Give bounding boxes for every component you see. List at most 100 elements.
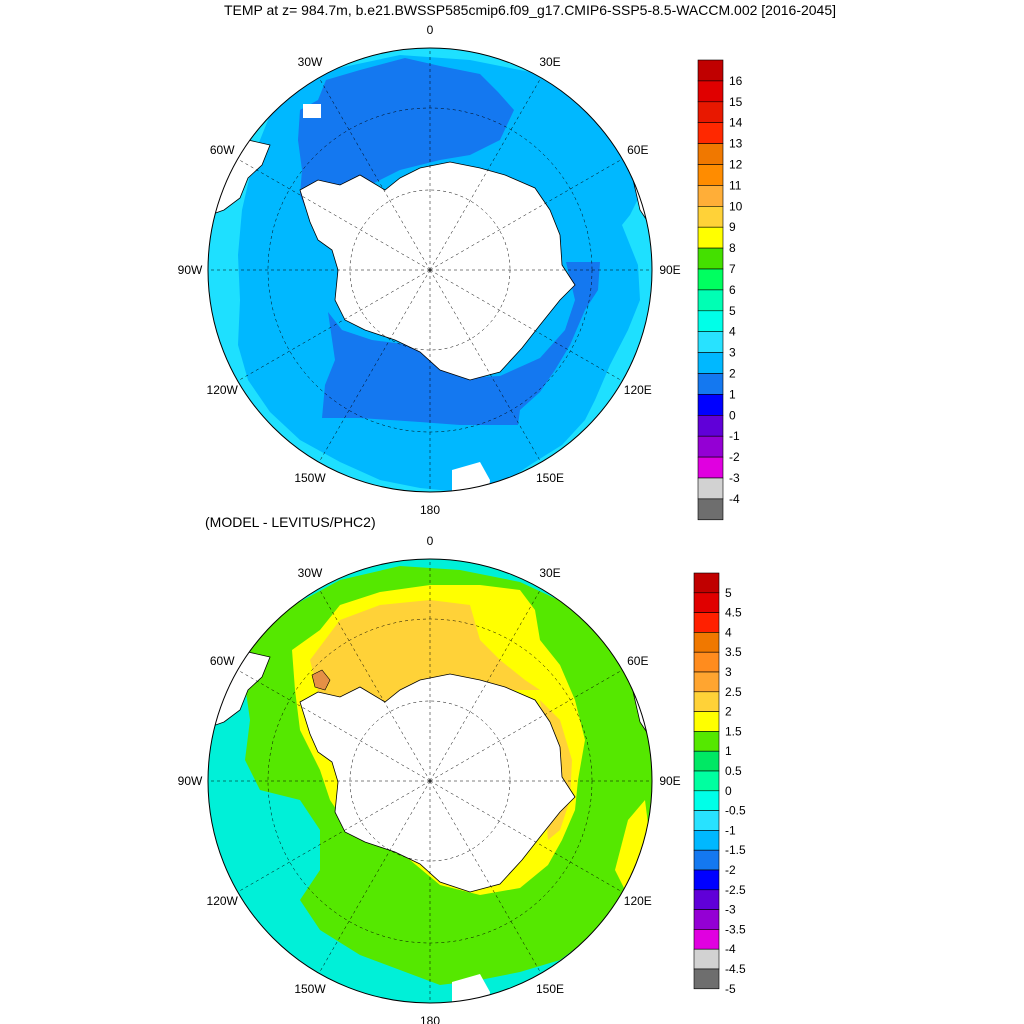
- colorbar-tick-label: -5: [725, 982, 736, 996]
- colorbar-swatch: [693, 612, 720, 633]
- colorbar-tick-label: -3: [729, 471, 740, 485]
- colorbar-tick-label: 3.5: [725, 645, 742, 659]
- longitude-label: 120E: [624, 894, 652, 908]
- longitude-label: 150E: [536, 982, 564, 996]
- longitude-label: 60W: [210, 654, 235, 668]
- colorbar-swatch: [693, 830, 720, 851]
- longitude-label: 150W: [294, 982, 326, 996]
- colorbar-swatch: [697, 394, 724, 416]
- colorbar-swatch: [697, 498, 724, 521]
- colorbar-swatch: [697, 122, 724, 144]
- colorbar-swatch: [693, 948, 720, 970]
- colorbar-tick-label: 4: [725, 625, 732, 639]
- colorbar-swatch: [697, 310, 724, 332]
- longitude-label: 30E: [539, 55, 560, 69]
- colorbar-tick-label: -4: [725, 942, 736, 956]
- colorbar-tick-label: 12: [729, 158, 743, 172]
- colorbar-swatch: [697, 352, 724, 374]
- colorbar-swatch: [697, 477, 724, 500]
- longitude-label: 180: [420, 503, 440, 517]
- colorbar-tick-label: 5: [729, 304, 736, 318]
- longitude-label: 90W: [178, 263, 203, 277]
- longitude-label: 60E: [627, 654, 648, 668]
- bottom-map-border: [207, 558, 653, 1004]
- bottom-colorbar: 5 4.5 4 3.5 3 2.5 2 1.5 1 0.5 0 -0.5 -1 -1.5 -2 -2.5 -3 -…: [693, 572, 746, 996]
- longitude-label: 60W: [210, 143, 235, 157]
- bottom-hot-spot: [311, 669, 331, 691]
- colorbar-tick-label: -2: [725, 863, 736, 877]
- colorbar-tick-label: 0.5: [725, 764, 742, 778]
- colorbar-tick-label: 4.5: [725, 606, 742, 620]
- colorbar-swatch: [697, 59, 724, 82]
- colorbar-tick-label: -2: [729, 450, 740, 464]
- difference-subtitle: (MODEL - LEVITUS/PHC2): [205, 514, 376, 530]
- longitude-label: 180: [420, 1014, 440, 1024]
- colorbar-tick-label: 2.5: [725, 685, 742, 699]
- colorbar-tick-label: -3: [725, 903, 736, 917]
- colorbar-swatch: [693, 592, 720, 613]
- colorbar-swatch: [693, 869, 720, 891]
- colorbar-swatch: [697, 456, 724, 479]
- colorbar-swatch: [693, 711, 720, 732]
- colorbar-tick-label: 3: [725, 665, 732, 679]
- top-polar-map: 0 30E 60E 90E 120E 150E 180 150W 120W 90W 60W 30W: [178, 23, 681, 517]
- longitude-label: 0: [427, 23, 434, 37]
- colorbar-tick-label: -1: [729, 429, 740, 443]
- colorbar-tick-label: 0: [729, 408, 736, 422]
- top-antarctica: [299, 161, 576, 381]
- colorbar-swatch: [697, 80, 724, 103]
- colorbar-tick-label: -0.5: [725, 804, 746, 818]
- longitude-label: 0: [427, 534, 434, 548]
- colorbar-swatch: [693, 929, 720, 950]
- colorbar-swatch: [697, 164, 724, 186]
- longitude-label: 90E: [659, 774, 680, 788]
- colorbar-tick-label: -1: [725, 823, 736, 837]
- bottom-longitude-labels: 0 30E 60E 90E 120E 150E 180 150W 120W 90W 60W 30W: [178, 534, 681, 1024]
- colorbar-swatch: [697, 143, 724, 165]
- colorbar-tick-label: -1.5: [725, 843, 746, 857]
- colorbar-tick-label: 2: [725, 705, 732, 719]
- colorbar-tick-label: 15: [729, 95, 743, 109]
- colorbar-tick-label: 4: [729, 325, 736, 339]
- colorbar-tick-label: 1.5: [725, 724, 742, 738]
- colorbar-swatch: [697, 435, 724, 458]
- longitude-label: 30E: [539, 566, 560, 580]
- colorbar-swatch: [693, 731, 720, 752]
- colorbar-swatch: [697, 206, 724, 228]
- colorbar-tick-label: 5: [725, 586, 732, 600]
- colorbar-swatch: [697, 289, 724, 312]
- longitude-label: 120W: [207, 894, 239, 908]
- colorbar-swatch: [693, 691, 720, 712]
- colorbar-swatch: [693, 632, 720, 653]
- bottom-polar-map: 0 30E 60E 90E 120E 150E 180 150W 120W 90W 60W 30W: [178, 534, 681, 1024]
- longitude-label: 60E: [627, 143, 648, 157]
- colorbar-tick-label: 7: [729, 262, 736, 276]
- colorbar-tick-label: 8: [729, 241, 736, 255]
- bottom-antarctica: [299, 673, 576, 893]
- longitude-label: 90W: [178, 774, 203, 788]
- colorbar-swatch: [697, 185, 724, 207]
- longitude-label: 30W: [298, 55, 323, 69]
- top-map-border: [207, 47, 653, 493]
- colorbar-swatch: [693, 968, 720, 990]
- colorbar-swatch: [693, 790, 720, 811]
- top-longitude-labels: 0 30E 60E 90E 120E 150E 180 150W 120W 90W 60W 30W: [178, 23, 681, 517]
- colorbar-tick-label: 10: [729, 199, 743, 213]
- colorbar-swatch: [693, 750, 720, 772]
- longitude-label: 120E: [624, 383, 652, 397]
- colorbar-tick-label: 9: [729, 220, 736, 234]
- colorbar-tick-label: 14: [729, 116, 743, 130]
- colorbar-swatch: [697, 226, 724, 249]
- colorbar-swatch: [693, 810, 720, 831]
- top-shelf-band-pacific: [322, 262, 600, 425]
- longitude-label: 90E: [659, 263, 680, 277]
- colorbar-swatch: [693, 671, 720, 693]
- colorbar-tick-label: 2: [729, 367, 736, 381]
- colorbar-swatch: [697, 268, 724, 291]
- colorbar-swatch: [693, 909, 720, 930]
- longitude-label: 150E: [536, 471, 564, 485]
- colorbar-swatch: [693, 770, 720, 792]
- colorbar-swatch: [697, 414, 724, 437]
